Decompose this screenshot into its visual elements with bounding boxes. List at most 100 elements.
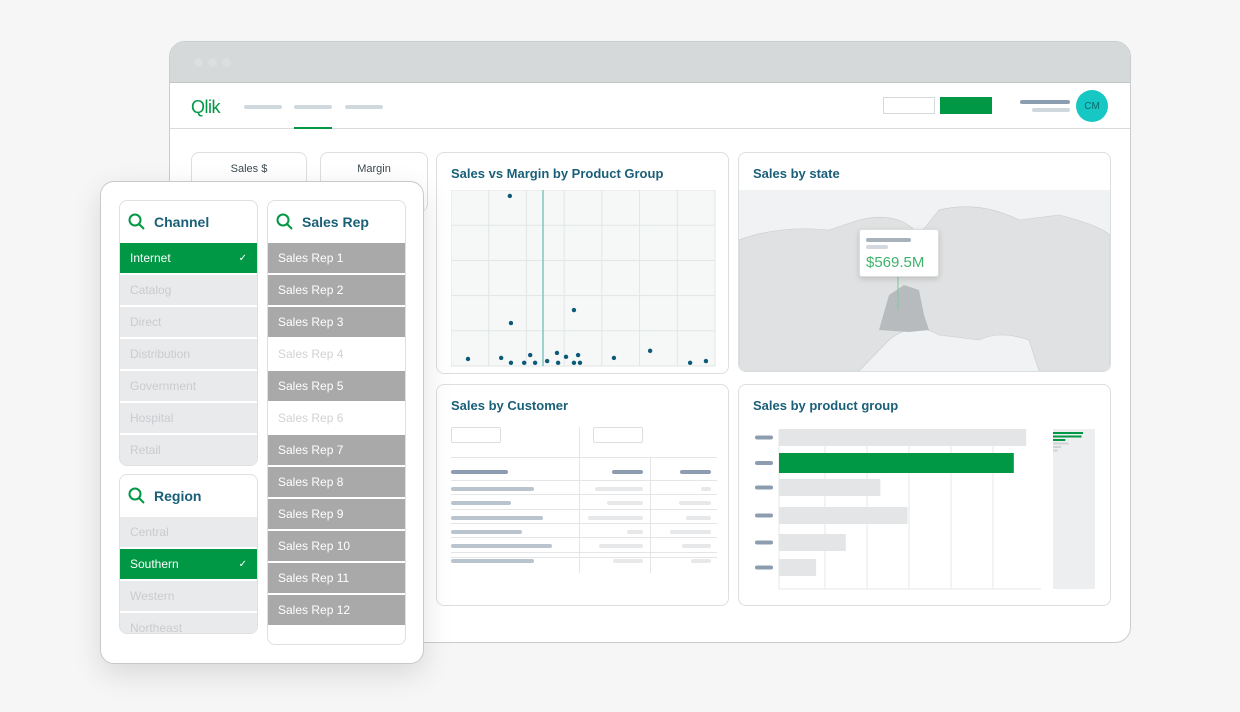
bar-card[interactable]: Sales by product group [738,384,1111,606]
scatter-point[interactable] [498,355,504,361]
listbox-item[interactable]: Retail [120,435,257,465]
listbox-item[interactable]: Sales Rep 2 [268,275,405,305]
row-divider [451,494,717,496]
listbox-channel[interactable]: Channel Internet ✓ Catalog Direct Distributi… [119,200,258,466]
map[interactable] [739,190,1110,371]
listbox-item[interactable]: Western [120,581,257,611]
listbox-item[interactable]: Sales Rep 5 [268,371,405,401]
listbox-item[interactable]: Sales Rep 9 [268,499,405,529]
listbox-item[interactable]: Sales Rep 6 [268,403,405,433]
column-search-box[interactable] [593,427,643,443]
plot-area [451,190,716,367]
scatter-point[interactable] [508,360,514,366]
scatter-point[interactable] [555,360,561,366]
scatter-point[interactable] [563,354,569,360]
listbox-item-label: Sales Rep 3 [278,315,344,329]
scatter-point[interactable] [575,352,581,358]
bar[interactable] [779,479,881,496]
cell-placeholder [686,515,711,520]
mini-bar [1053,435,1082,438]
listbox-item[interactable]: Northeast [120,613,257,633]
listbox-item[interactable]: Direct [120,307,257,337]
listbox-item[interactable]: Sales Rep 1 [268,243,405,273]
listbox-item[interactable]: Government [120,371,257,401]
listbox-item[interactable]: Internet ✓ [120,243,257,273]
row-divider [451,480,717,481]
header-placeholder [680,470,711,474]
window-dot[interactable] [194,58,203,67]
listbox-header[interactable]: Region [120,475,257,517]
scatter-point[interactable] [507,193,513,199]
search-icon[interactable] [276,213,294,231]
column-search-box[interactable] [451,427,501,443]
nav-tab[interactable] [244,105,282,109]
scatter-point[interactable] [703,358,709,364]
customer-table[interactable] [451,427,717,577]
search-icon[interactable] [128,213,146,231]
listbox-item[interactable]: Sales Rep 10 [268,531,405,561]
scatter-point[interactable] [544,358,550,364]
listbox-header[interactable]: Channel [120,201,257,243]
listbox-item[interactable]: Southern ✓ [120,549,257,579]
scatter-point[interactable] [521,360,527,366]
listbox-region[interactable]: Region Central Southern ✓ Western Northeast [119,474,258,634]
listbox-item-label: Government [130,379,197,393]
scatter-point[interactable] [571,360,577,366]
listbox-item[interactable]: Sales Rep 4 [268,339,405,369]
scatter-point[interactable] [465,356,471,362]
listbox-item[interactable]: Sales Rep 11 [268,563,405,593]
listbox-item[interactable]: Sales Rep 3 [268,307,405,337]
listbox-item[interactable]: Sales Rep 7 [268,435,405,465]
scatter-point[interactable] [571,307,577,313]
mini-chart-scrollbar[interactable] [1053,429,1095,589]
bar-chart[interactable] [753,429,1098,594]
avatar[interactable]: CM [1076,90,1108,122]
listbox-item[interactable]: Hospital [120,403,257,433]
listbox-item[interactable]: Catalog [120,275,257,305]
chart-title: Sales by Customer [451,398,569,413]
listbox-item-label: Western [130,589,175,603]
bar[interactable] [779,534,846,551]
listbox-title: Channel [154,214,210,230]
window-dot[interactable] [222,58,231,67]
bar[interactable] [779,507,908,524]
scatter-point[interactable] [687,360,693,366]
scatter-point[interactable] [554,350,560,356]
scatter-point[interactable] [647,348,653,354]
cell-placeholder [679,501,711,506]
scatter-plot[interactable] [451,190,717,368]
scatter-point[interactable] [611,355,617,361]
listbox-item-label: Sales Rep 2 [278,283,344,297]
bar-label-placeholder [755,513,773,518]
primary-button[interactable] [940,97,992,114]
listbox-item[interactable]: Sales Rep 12 [268,595,405,625]
kpi-label: Sales $ [230,163,268,175]
scatter-point[interactable] [528,352,533,358]
nav-tab[interactable] [345,105,383,109]
scatter-point[interactable] [508,320,514,326]
map-card[interactable]: Sales by state $569.5M [738,152,1111,372]
listbox-item[interactable]: Central [120,517,257,547]
cell-placeholder [607,501,643,506]
secondary-button[interactable] [883,97,935,114]
nav-tab-active[interactable] [294,105,332,109]
bar[interactable] [779,559,817,576]
table-card[interactable]: Sales by Customer [436,384,729,606]
listbox-item-label: Internet [130,251,171,265]
listbox-item[interactable]: Distribution [120,339,257,369]
search-icon[interactable] [128,487,146,505]
row-divider [451,557,717,558]
listbox-header[interactable]: Sales Rep [268,201,405,243]
scatter-card[interactable]: Sales vs Margin by Product Group [436,152,729,374]
listbox-item[interactable]: Sales Rep 8 [268,467,405,497]
bar[interactable] [779,429,1027,446]
bar[interactable] [779,453,1014,473]
scatter-point[interactable] [532,360,538,366]
window-dot[interactable] [208,58,217,67]
cell-placeholder [588,515,643,520]
listbox-sales-rep[interactable]: Sales Rep Sales Rep 1 Sales Rep 2 Sales Re… [267,200,406,645]
row-divider [451,522,717,524]
scatter-point[interactable] [577,360,583,366]
user-role-placeholder [1032,108,1070,112]
app-window: Qlik CM Sales $ Margin Sales vs Margin b… [169,41,1131,643]
